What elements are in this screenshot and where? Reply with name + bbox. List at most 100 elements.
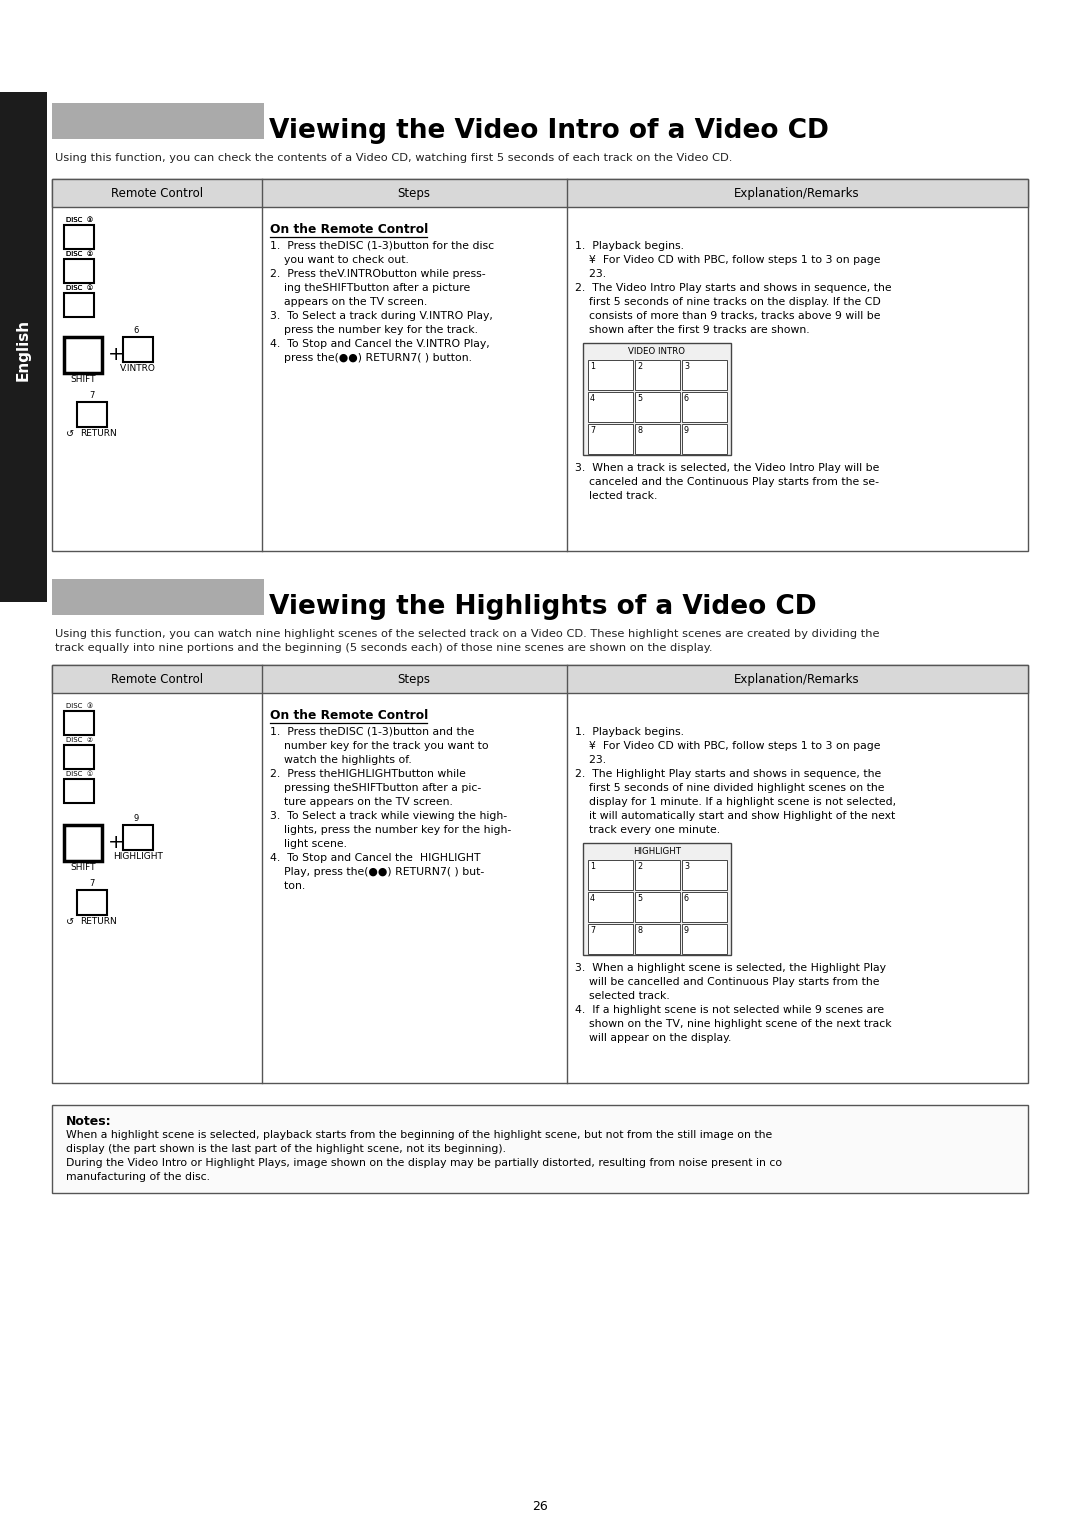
Text: it will automatically start and show Highlight of the next: it will automatically start and show Hig… [575, 810, 895, 821]
Text: On the Remote Control: On the Remote Control [270, 709, 429, 722]
Text: you want to check out.: you want to check out. [270, 255, 409, 265]
Text: DISC  ②: DISC ② [66, 251, 93, 257]
Text: watch the highlights of.: watch the highlights of. [270, 755, 411, 764]
Text: When a highlight scene is selected, playback starts from the beginning of the hi: When a highlight scene is selected, play… [66, 1130, 772, 1141]
Bar [588, 391, 633, 422]
Text: Using this function, you can watch nine highlight scenes of the selected track o: Using this function, you can watch nine … [55, 628, 879, 639]
Text: SHIFT: SHIFT [70, 862, 96, 872]
Text: 2.  Press theV.INTRObutton while press-: 2. Press theV.INTRObutton while press- [270, 269, 486, 278]
Text: 3.  When a track is selected, the Video Intro Play will be: 3. When a track is selected, the Video I… [575, 463, 879, 472]
Text: lected track.: lected track. [575, 491, 658, 502]
Text: lights, press the number key for the high-: lights, press the number key for the hig… [270, 826, 511, 835]
Bar [64, 826, 102, 861]
Text: DISC  ①: DISC ① [66, 771, 93, 777]
Bar [588, 359, 633, 390]
Text: ing theSHIFTbutton after a picture: ing theSHIFTbutton after a picture [270, 283, 470, 294]
Text: 2.  Press theHIGHLIGHTbutton while: 2. Press theHIGHLIGHTbutton while [270, 769, 465, 778]
Text: display for 1 minute. If a highlight scene is not selected,: display for 1 minute. If a highlight sce… [575, 797, 896, 807]
Text: 1.  Press theDISC (1-3)button and the: 1. Press theDISC (1-3)button and the [270, 726, 474, 737]
Text: RETURN: RETURN [80, 917, 117, 927]
Bar [588, 424, 633, 454]
Text: DISC  ③: DISC ③ [66, 217, 93, 223]
Text: 4.  To Stop and Cancel the V.INTRO Play,: 4. To Stop and Cancel the V.INTRO Play, [270, 339, 489, 349]
Text: consists of more than 9 tracks, tracks above 9 will be: consists of more than 9 tracks, tracks a… [575, 310, 880, 321]
Text: DISC  ①: DISC ① [66, 217, 93, 223]
Bar [52, 665, 1028, 693]
Bar [635, 891, 680, 922]
Text: shown on the TV, nine highlight scene of the next track: shown on the TV, nine highlight scene of… [575, 1018, 892, 1029]
Text: light scene.: light scene. [270, 839, 347, 849]
Text: HIGHLIGHT: HIGHLIGHT [113, 852, 163, 861]
Bar [681, 391, 727, 422]
Text: VIDEO INTRO: VIDEO INTRO [629, 347, 686, 356]
Text: English: English [15, 320, 30, 381]
Text: 5: 5 [637, 394, 643, 404]
Text: press the(●●) RETURN7( ) button.: press the(●●) RETURN7( ) button. [270, 353, 472, 362]
Text: 1.  Press theDISC (1-3)button for the disc: 1. Press theDISC (1-3)button for the dis… [270, 242, 495, 251]
Text: HIGHLIGHT: HIGHLIGHT [633, 847, 681, 856]
Bar [635, 859, 680, 890]
Bar [588, 891, 633, 922]
Text: 1.  Playback begins.: 1. Playback begins. [575, 726, 684, 737]
Bar [635, 391, 680, 422]
Bar [583, 342, 731, 456]
Text: DISC  ①: DISC ① [66, 251, 93, 257]
Text: 4.  If a highlight scene is not selected while 9 scenes are: 4. If a highlight scene is not selected … [575, 1005, 885, 1015]
Text: 5: 5 [637, 894, 643, 904]
Text: ↺: ↺ [66, 430, 75, 439]
Bar [52, 579, 264, 615]
Text: DISC  ③: DISC ③ [66, 703, 93, 709]
Bar [681, 924, 727, 954]
Text: 23.: 23. [575, 269, 606, 278]
Text: first 5 seconds of nine tracks on the display. If the CD: first 5 seconds of nine tracks on the di… [575, 297, 881, 307]
Text: SHIFT: SHIFT [70, 375, 96, 384]
Text: 1: 1 [590, 362, 595, 372]
Text: first 5 seconds of nine divided highlight scenes on the: first 5 seconds of nine divided highligh… [575, 783, 885, 794]
Text: Viewing the Highlights of a Video CD: Viewing the Highlights of a Video CD [269, 593, 816, 619]
Text: DISC  ①: DISC ① [66, 284, 93, 291]
Text: 3.  To Select a track during V.INTRO Play,: 3. To Select a track during V.INTRO Play… [270, 310, 492, 321]
Text: 2.  The Video Intro Play starts and shows in sequence, the: 2. The Video Intro Play starts and shows… [575, 283, 892, 294]
Text: display (the part shown is the last part of the highlight scene, not its beginni: display (the part shown is the last part… [66, 1144, 507, 1154]
Bar [588, 859, 633, 890]
Text: ¥  For Video CD with PBC, follow steps 1 to 3 on page: ¥ For Video CD with PBC, follow steps 1 … [575, 255, 880, 265]
Text: DISC  ①: DISC ① [66, 284, 93, 291]
Text: Remote Control: Remote Control [111, 673, 203, 687]
Text: ¥  For Video CD with PBC, follow steps 1 to 3 on page: ¥ For Video CD with PBC, follow steps 1 … [575, 742, 880, 751]
Text: During the Video Intro or Highlight Plays, image shown on the display may be par: During the Video Intro or Highlight Play… [66, 1157, 782, 1168]
Bar [583, 842, 731, 956]
Text: ton.: ton. [270, 881, 306, 891]
Bar [64, 778, 94, 803]
Bar [635, 924, 680, 954]
Text: 9: 9 [684, 427, 689, 434]
Bar [588, 924, 633, 954]
Bar [77, 890, 107, 914]
Text: 1: 1 [590, 862, 595, 872]
Text: will appear on the display.: will appear on the display. [575, 1034, 731, 1043]
Bar [64, 225, 94, 249]
Bar [681, 359, 727, 390]
Text: 9: 9 [133, 813, 138, 823]
Text: DISC  ②: DISC ② [66, 737, 93, 743]
Text: 7: 7 [90, 879, 95, 888]
Text: track equally into nine portions and the beginning (5 seconds each) of those nin: track equally into nine portions and the… [55, 644, 713, 653]
Text: 8: 8 [637, 427, 642, 434]
Bar [64, 711, 94, 735]
Text: Viewing the Video Intro of a Video CD: Viewing the Video Intro of a Video CD [269, 118, 828, 144]
Text: press the number key for the track.: press the number key for the track. [270, 326, 478, 335]
Bar [64, 336, 102, 373]
Bar [681, 891, 727, 922]
Text: 2: 2 [637, 862, 643, 872]
Text: +: + [108, 346, 124, 364]
Text: 7: 7 [590, 427, 595, 434]
Text: 4: 4 [590, 894, 595, 904]
Text: track every one minute.: track every one minute. [575, 826, 720, 835]
Bar [64, 258, 94, 283]
Text: Steps: Steps [397, 187, 431, 200]
Text: On the Remote Control: On the Remote Control [270, 223, 429, 235]
Text: 4.  To Stop and Cancel the  HIGHLIGHT: 4. To Stop and Cancel the HIGHLIGHT [270, 853, 481, 862]
Text: number key for the track you want to: number key for the track you want to [270, 742, 488, 751]
Bar [52, 102, 264, 139]
Text: ture appears on the TV screen.: ture appears on the TV screen. [270, 797, 453, 807]
Text: selected track.: selected track. [575, 991, 670, 1001]
